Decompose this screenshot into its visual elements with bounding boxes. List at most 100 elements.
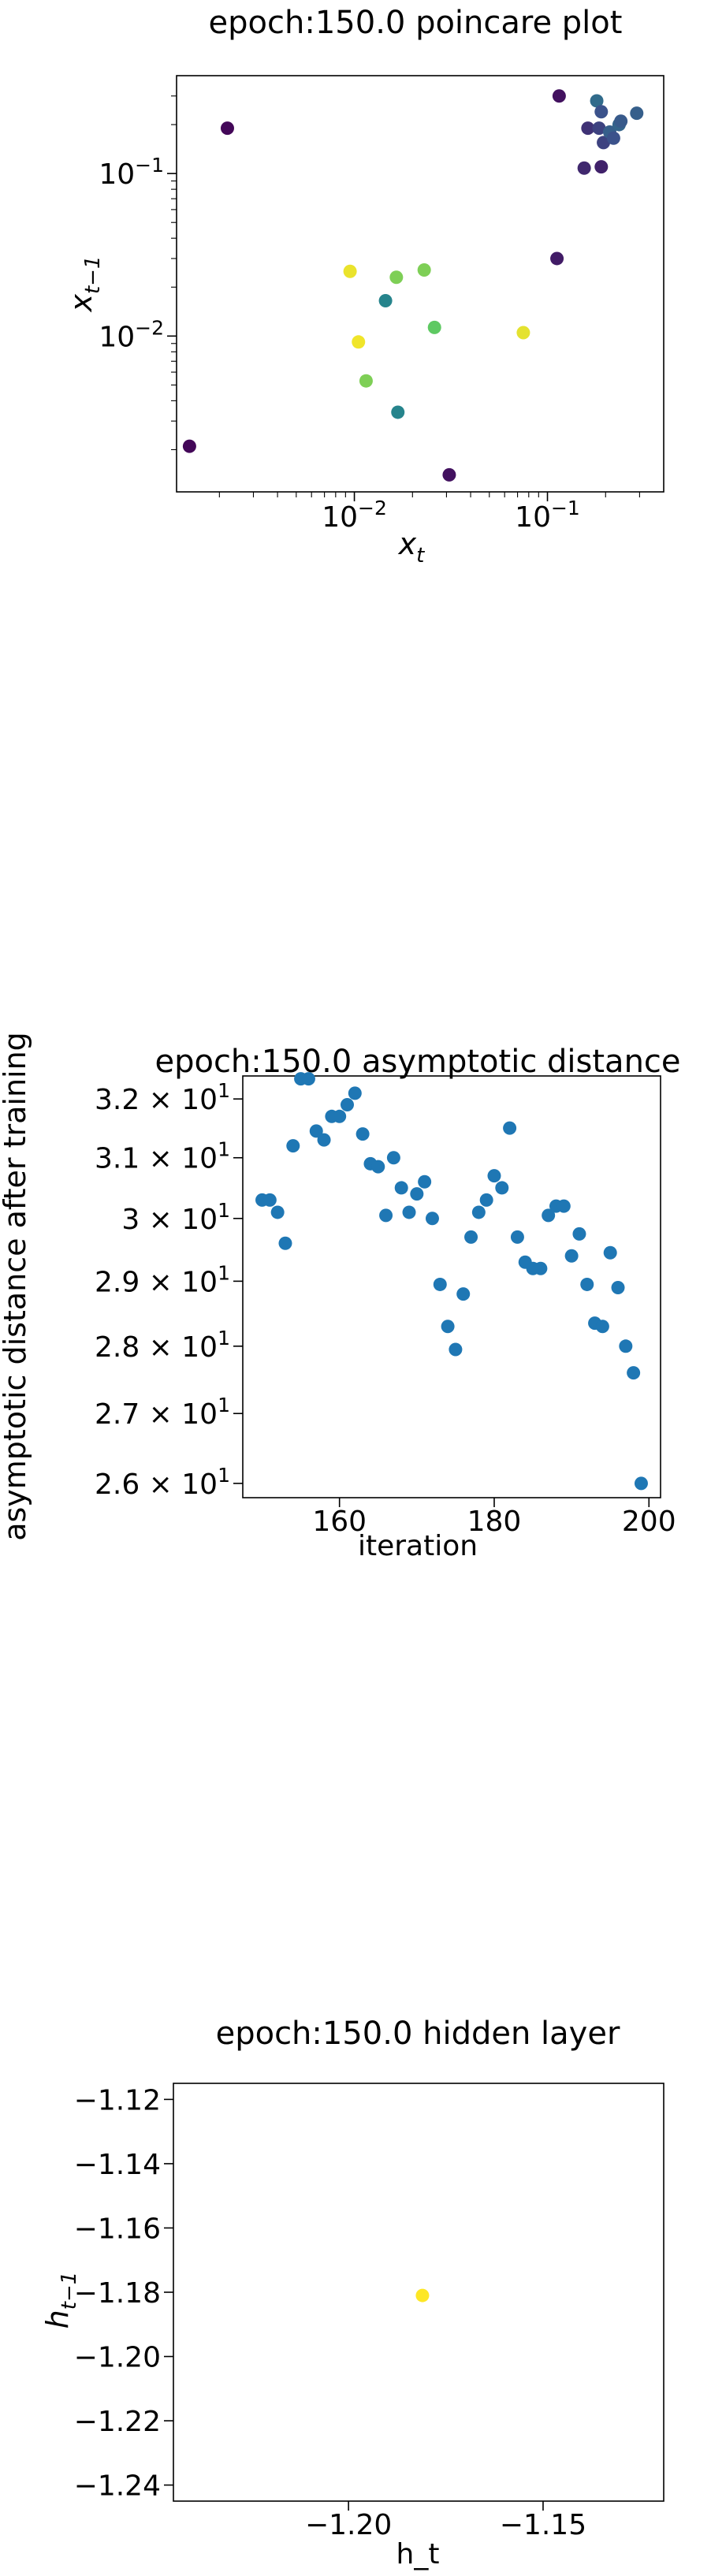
scatter-point	[594, 160, 609, 174]
scatter-point	[552, 89, 566, 103]
scatter-point	[402, 1205, 416, 1219]
scatter-point	[487, 1169, 501, 1183]
scatter-point	[359, 374, 373, 388]
scatter-point	[619, 1339, 633, 1353]
scatter-point	[603, 1245, 617, 1260]
y-tick-label: 3.1 × 101	[95, 1138, 230, 1175]
asymptotic-chart-title: epoch:150.0 asymptotic distance	[154, 1044, 680, 1080]
y-tick-label: −1.20	[74, 2342, 161, 2374]
scatter-point	[433, 1277, 447, 1291]
x-tick-label: 200	[622, 1506, 676, 1538]
hidden-layer-y-ticks: −1.12 −1.14 −1.16 −1.18 −1.20 −1.22 −1.24	[74, 2084, 173, 2503]
scatter-point	[262, 1193, 277, 1207]
scatter-point	[418, 1174, 432, 1189]
scatter-point	[611, 1280, 625, 1294]
scatter-point	[595, 1320, 609, 1334]
scatter-point	[581, 121, 595, 136]
scatter-point	[577, 161, 591, 175]
scatter-point	[341, 1098, 354, 1112]
poincare-y-ticks: 10−2 10−1	[99, 154, 177, 353]
hidden-layer-points	[415, 2288, 430, 2302]
x-tick-label: −1.15	[500, 2509, 586, 2541]
hidden-layer-y-axis-label: ht−1	[40, 2272, 81, 2329]
scatter-point	[572, 1227, 586, 1241]
scatter-point	[410, 1187, 424, 1201]
x-tick-label: 10−2	[322, 497, 387, 534]
scatter-point	[348, 1086, 362, 1100]
scatter-point	[510, 1230, 524, 1244]
scatter-point	[564, 1249, 579, 1263]
scatter-point	[309, 1124, 323, 1138]
y-tick-label: −1.24	[74, 2470, 161, 2503]
asymptotic-distance-chart: epoch:150.0 asymptotic distance 160 180 20…	[0, 1032, 681, 1562]
scatter-point	[278, 1236, 292, 1250]
y-tick-label: 2.7 × 101	[95, 1394, 230, 1431]
scatter-point	[464, 1230, 478, 1244]
poincare-chart-title: epoch:150.0 poincare plot	[209, 5, 623, 41]
scatter-point	[391, 405, 405, 419]
scatter-point	[557, 1199, 571, 1213]
scatter-point	[220, 121, 234, 136]
scatter-point	[371, 1160, 385, 1174]
y-tick-label: 2.9 × 101	[95, 1261, 230, 1298]
poincare-points	[182, 89, 644, 482]
scatter-point	[270, 1205, 285, 1219]
scatter-point	[442, 467, 456, 482]
scatter-point	[182, 439, 196, 453]
poincare-y-axis-label: xt−1	[64, 255, 105, 312]
scatter-point	[471, 1205, 486, 1219]
scatter-point	[614, 114, 628, 128]
asymptotic-y-axis-label: asymptotic distance after training	[0, 1032, 32, 1541]
poincare-minor-ticks	[171, 95, 640, 497]
y-tick-label: 10−1	[99, 154, 164, 191]
scatter-point	[417, 263, 431, 277]
scatter-point	[394, 1181, 408, 1195]
scatter-point	[503, 1121, 517, 1135]
y-tick-label: −1.12	[74, 2084, 161, 2116]
scatter-point	[495, 1181, 509, 1195]
scatter-point	[516, 326, 530, 340]
poincare-x-ticks: 10−2 10−1	[322, 492, 580, 534]
scatter-point	[580, 1277, 594, 1291]
scatter-point	[352, 335, 366, 349]
poincare-plot-frame	[176, 75, 664, 493]
asymptotic-points	[255, 1072, 648, 1491]
scatter-point	[425, 1212, 439, 1226]
scatter-point	[386, 1151, 400, 1165]
scatter-point	[449, 1342, 463, 1357]
poincare-chart: epoch:150.0 poincare plot 10−2 10−1 10−21…	[64, 5, 664, 568]
y-tick-label: 3.2 × 101	[95, 1079, 230, 1116]
scatter-point	[415, 2288, 430, 2302]
x-tick-label: 180	[467, 1506, 522, 1538]
scatter-point	[594, 105, 609, 119]
scatter-point	[550, 251, 564, 266]
x-tick-label: 160	[312, 1506, 367, 1538]
scatter-point	[389, 270, 404, 285]
y-tick-label: 3 × 101	[121, 1199, 230, 1236]
scatter-point	[590, 94, 604, 108]
scatter-point	[606, 131, 620, 145]
scatter-point	[441, 1320, 455, 1334]
scatter-point	[356, 1127, 370, 1141]
scatter-point	[333, 1109, 347, 1123]
scatter-point	[378, 293, 393, 307]
hidden-layer-chart: epoch:150.0 hidden layer −1.20 −1.15 −1.1…	[40, 2016, 664, 2570]
scatter-point	[634, 1476, 648, 1491]
scatter-point	[317, 1133, 331, 1147]
scatter-point	[427, 320, 441, 334]
asymptotic-x-axis-label: iteration	[358, 1530, 478, 1562]
asymptotic-y-ticks: 2.6 × 101 2.7 × 101 2.8 × 101 2.9 × 101 3 × …	[95, 1079, 243, 1501]
scatter-point	[597, 136, 611, 150]
scatter-point	[627, 1366, 641, 1380]
scatter-point	[534, 1261, 548, 1275]
y-tick-label: −1.16	[74, 2213, 161, 2245]
y-tick-label: 2.6 × 101	[95, 1464, 230, 1501]
scatter-point	[479, 1193, 493, 1207]
x-tick-label: 10−1	[515, 497, 580, 534]
hidden-layer-x-ticks: −1.20 −1.15	[305, 2501, 586, 2541]
scatter-point	[286, 1139, 300, 1153]
asymptotic-plot-frame	[242, 1075, 661, 1498]
scatter-point	[301, 1072, 315, 1086]
y-tick-label: −1.22	[74, 2406, 161, 2438]
